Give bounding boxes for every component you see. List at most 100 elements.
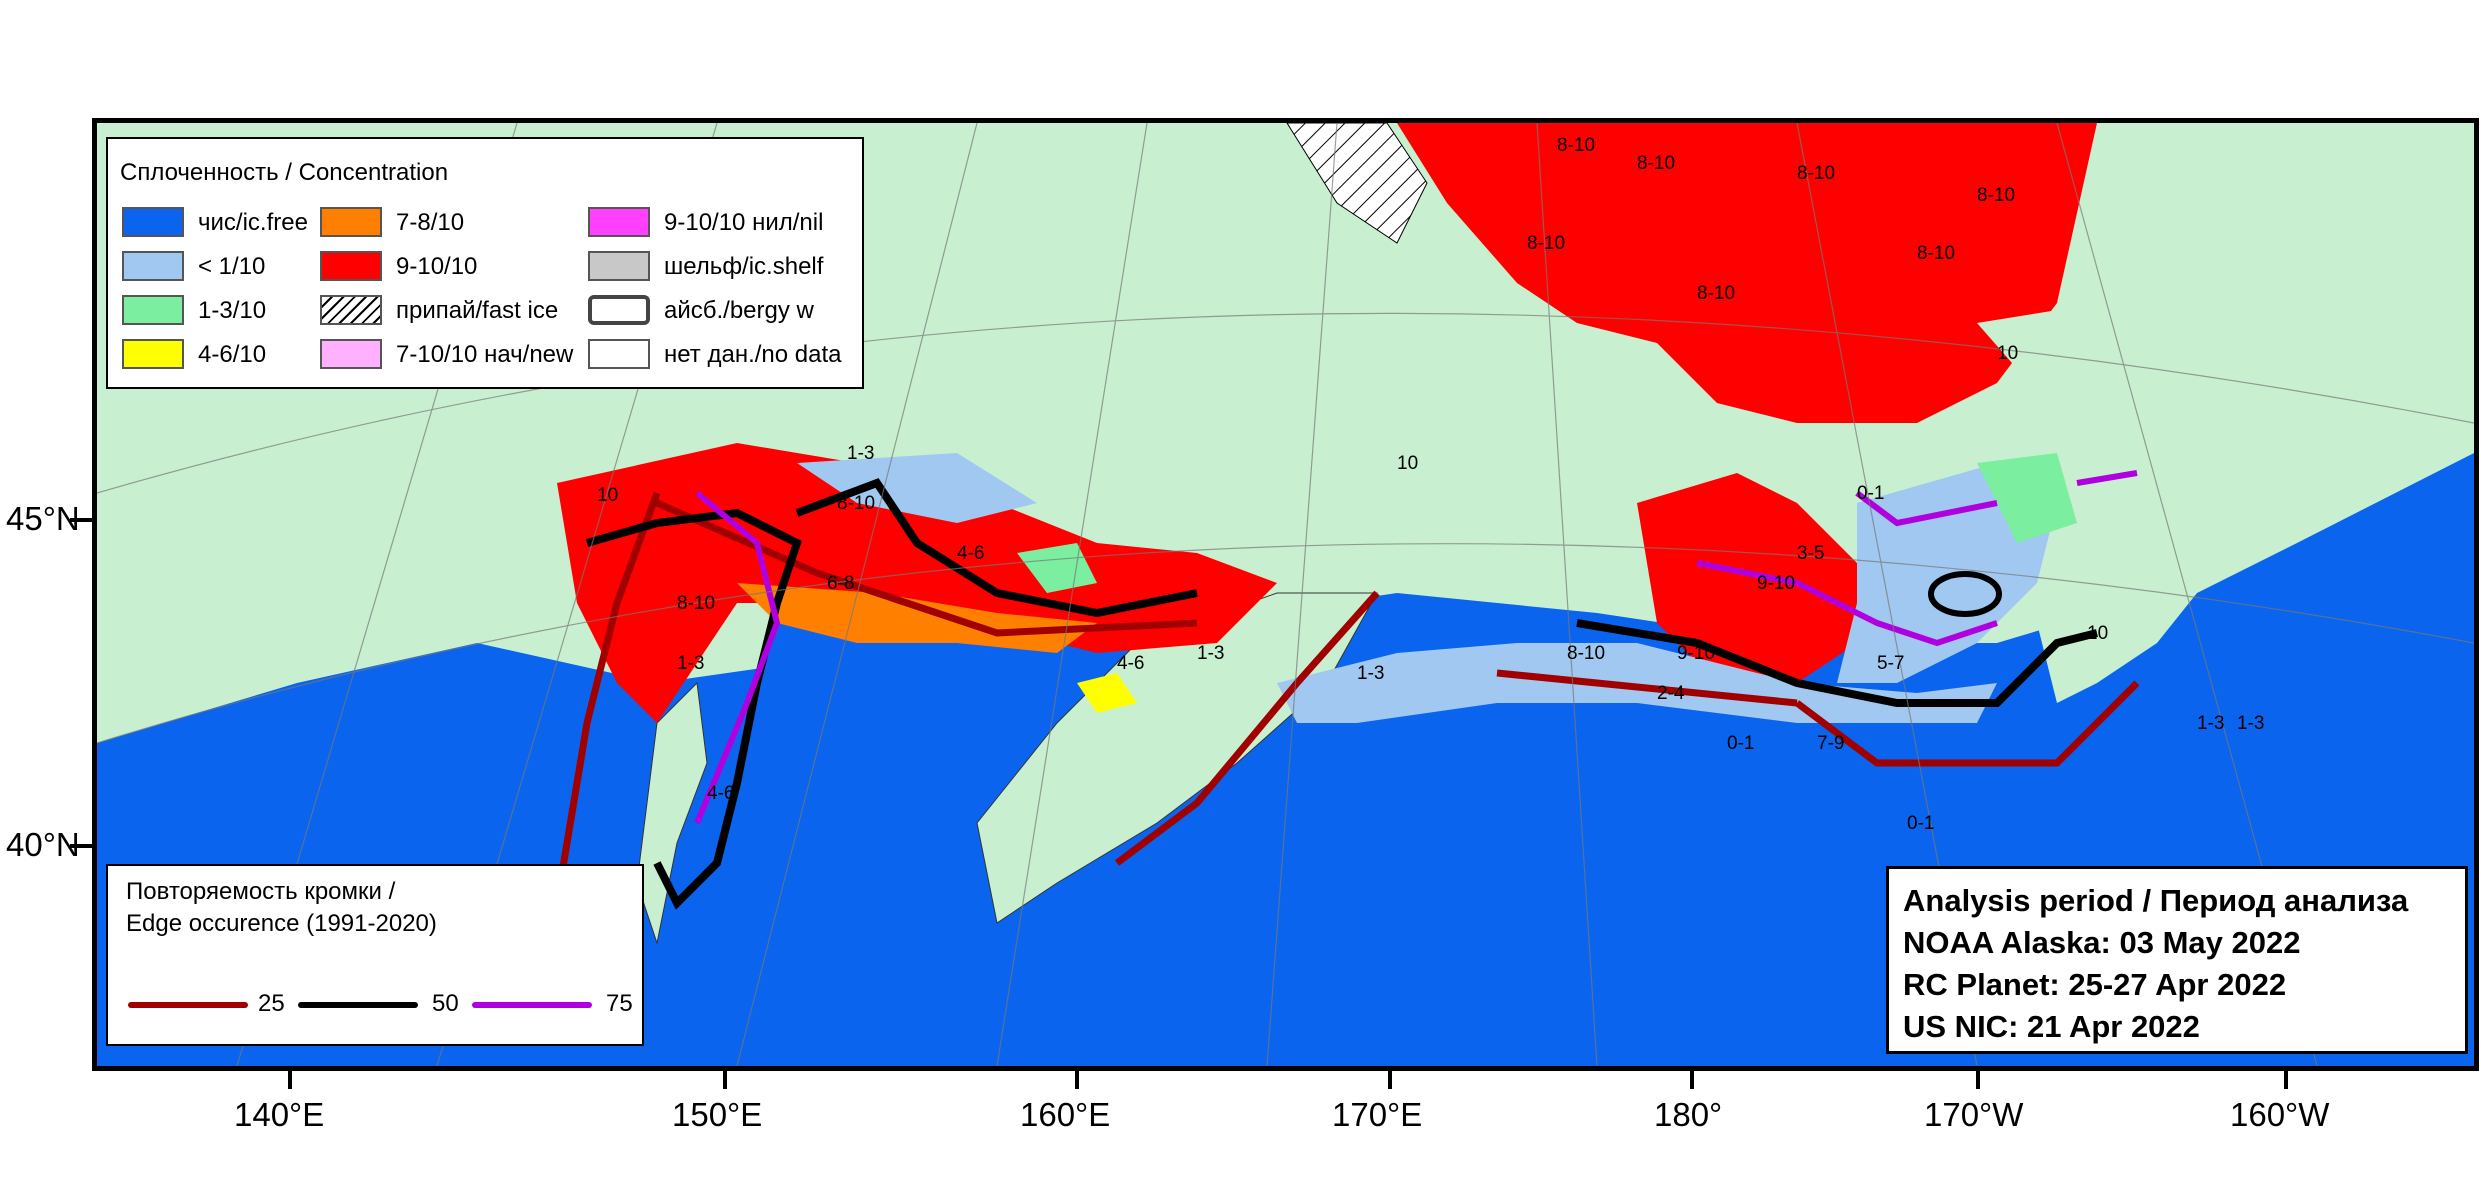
edge-legend: Повторяемость кромки / Edge occurence (1… (106, 864, 644, 1046)
fast-ice-hatched (1286, 123, 1428, 244)
lon-label-150e: 150°E (672, 1096, 763, 1133)
ice-label: 8-10 (1637, 153, 1676, 174)
bergy-water-outline (1928, 571, 2002, 617)
okhotsk-ice-light (797, 453, 1037, 523)
edge-75-swatch (472, 1002, 592, 1008)
analysis-rc-planet: RC Planet: 25-27 Apr 2022 (1903, 967, 2287, 1002)
ice-label: 0-1 (1857, 483, 1885, 504)
ice-label: 8-10 (677, 593, 716, 614)
lat-tick-40n (70, 844, 92, 848)
kamchatka-land (976, 592, 1378, 924)
swatch-no-data (588, 339, 650, 369)
bering-ice-green (1977, 453, 2077, 543)
ice-label: 1-3 (1197, 643, 1225, 664)
concentration-legend: Сплоченность / Concentration чис/ic.free… (106, 137, 864, 389)
ice-label: 1-3 (2237, 713, 2265, 734)
ice-label: 0-1 (1907, 813, 1935, 834)
analysis-us-nic: US NIC: 21 Apr 2022 (1903, 1009, 2200, 1044)
edge-50-label: 50 (432, 990, 459, 1017)
ice-label: 10 (1397, 453, 1419, 474)
ice-label: 7-9 (1817, 733, 1845, 754)
ice-label: 1-3 (847, 443, 875, 464)
ice-label: 0-1 (1727, 733, 1755, 754)
bering-ice-red (1637, 473, 1857, 683)
lon-tick (1976, 1071, 1980, 1089)
ice-label: 4-6 (1117, 653, 1145, 674)
lon-label-170e: 170°E (1332, 1096, 1423, 1133)
swatch-7-8 (320, 207, 382, 237)
swatch-lt-1-10 (122, 251, 184, 281)
swatch-new-ice (320, 339, 382, 369)
label-7-8: 7-8/10 (396, 209, 465, 236)
bering-coast-ice (1277, 643, 1997, 723)
ice-label: 1-3 (2197, 713, 2225, 734)
swatch-shelf (588, 251, 650, 281)
lon-label-160e: 160°E (1020, 1096, 1111, 1133)
swatch-nilas (588, 207, 650, 237)
swatch-4-6 (122, 339, 184, 369)
edge-25-label: 25 (258, 990, 285, 1017)
ice-label: 8-10 (1977, 185, 2016, 206)
ice-label: 5-7 (1877, 653, 1905, 674)
analysis-period-box: Analysis period / Период анализа NOAA Al… (1886, 866, 2468, 1054)
ice-label: 3-5 (1797, 543, 1825, 564)
analysis-title: Analysis period / Период анализа (1903, 883, 2409, 918)
label-ice-free: чис/ic.free (198, 209, 308, 236)
lon-label-140e: 140°E (234, 1096, 325, 1133)
concentration-legend-title: Сплоченность / Concentration (120, 159, 449, 186)
edge-legend-title-line2: Edge occurence (1991-2020) (126, 910, 437, 937)
lon-label-180: 180° (1654, 1096, 1723, 1133)
ice-label: 10 (2087, 623, 2109, 644)
label-nilas: 9-10/10 нил/nil (664, 209, 824, 236)
alaska-land (1977, 243, 2474, 703)
ice-label: 8-10 (1557, 135, 1596, 156)
ice-label: 8-10 (1527, 233, 1566, 254)
swatch-ice-free (122, 207, 184, 237)
lon-tick (1690, 1071, 1694, 1089)
okhotsk-ice-green (1017, 543, 1097, 593)
lon-tick (288, 1071, 292, 1089)
ice-label: 8-10 (1917, 243, 1956, 264)
ice-label: 8-10 (1797, 163, 1836, 184)
label-4-6: 4-6/10 (198, 341, 267, 368)
swatch-bergy-water (588, 295, 650, 325)
lon-label-170w: 170°W (1924, 1096, 2024, 1133)
lat-label-40n: 40°N (6, 826, 80, 863)
label-new-ice: 7-10/10 нач/new (396, 341, 574, 368)
label-lt-1-10: < 1/10 (198, 253, 266, 280)
ice-label: 4-6 (957, 543, 985, 564)
lon-tick (2284, 1071, 2288, 1089)
ice-label: 1-3 (1357, 663, 1385, 684)
lon-tick (723, 1071, 727, 1089)
ice-label: 9-10 (1757, 573, 1796, 594)
label-no-data: нет дан./no data (664, 341, 842, 368)
ice-label: 2-4 (1657, 683, 1685, 704)
label-fast-ice: припай/fast ice (396, 297, 559, 324)
ice-label: 8-10 (1697, 283, 1736, 304)
edge-25-line (552, 491, 2140, 910)
edge-75-label: 75 (606, 990, 633, 1017)
label-9-10: 9-10/10 (396, 253, 478, 280)
okhotsk-ice-yellow (1077, 673, 1137, 713)
arctic-ice-red (1397, 123, 2097, 423)
ice-label: 9-10 (1677, 643, 1716, 664)
ice-label: 8-10 (837, 493, 876, 514)
edge-25-swatch (128, 1002, 248, 1008)
lat-label-45n: 45°N (6, 500, 80, 537)
edge-50-swatch (298, 1002, 418, 1008)
ice-label: 1-3 (677, 653, 705, 674)
swatch-1-3 (122, 295, 184, 325)
swatch-9-10 (320, 251, 382, 281)
swatch-fast-ice (320, 295, 382, 325)
label-1-3: 1-3/10 (198, 297, 267, 324)
ice-label: 10 (597, 485, 619, 506)
lat-tick-45n (70, 518, 92, 522)
ice-label: 8-10 (1567, 643, 1606, 664)
lon-tick (1075, 1071, 1079, 1089)
lon-tick (1388, 1071, 1392, 1089)
ice-label: 6-8 (827, 573, 855, 594)
lon-label-160w: 160°W (2230, 1096, 2330, 1133)
label-bergy-water: айсб./bergy w (664, 297, 814, 324)
ice-label: 10 (1997, 343, 2019, 364)
analysis-noaa: NOAA Alaska: 03 May 2022 (1903, 925, 2301, 960)
